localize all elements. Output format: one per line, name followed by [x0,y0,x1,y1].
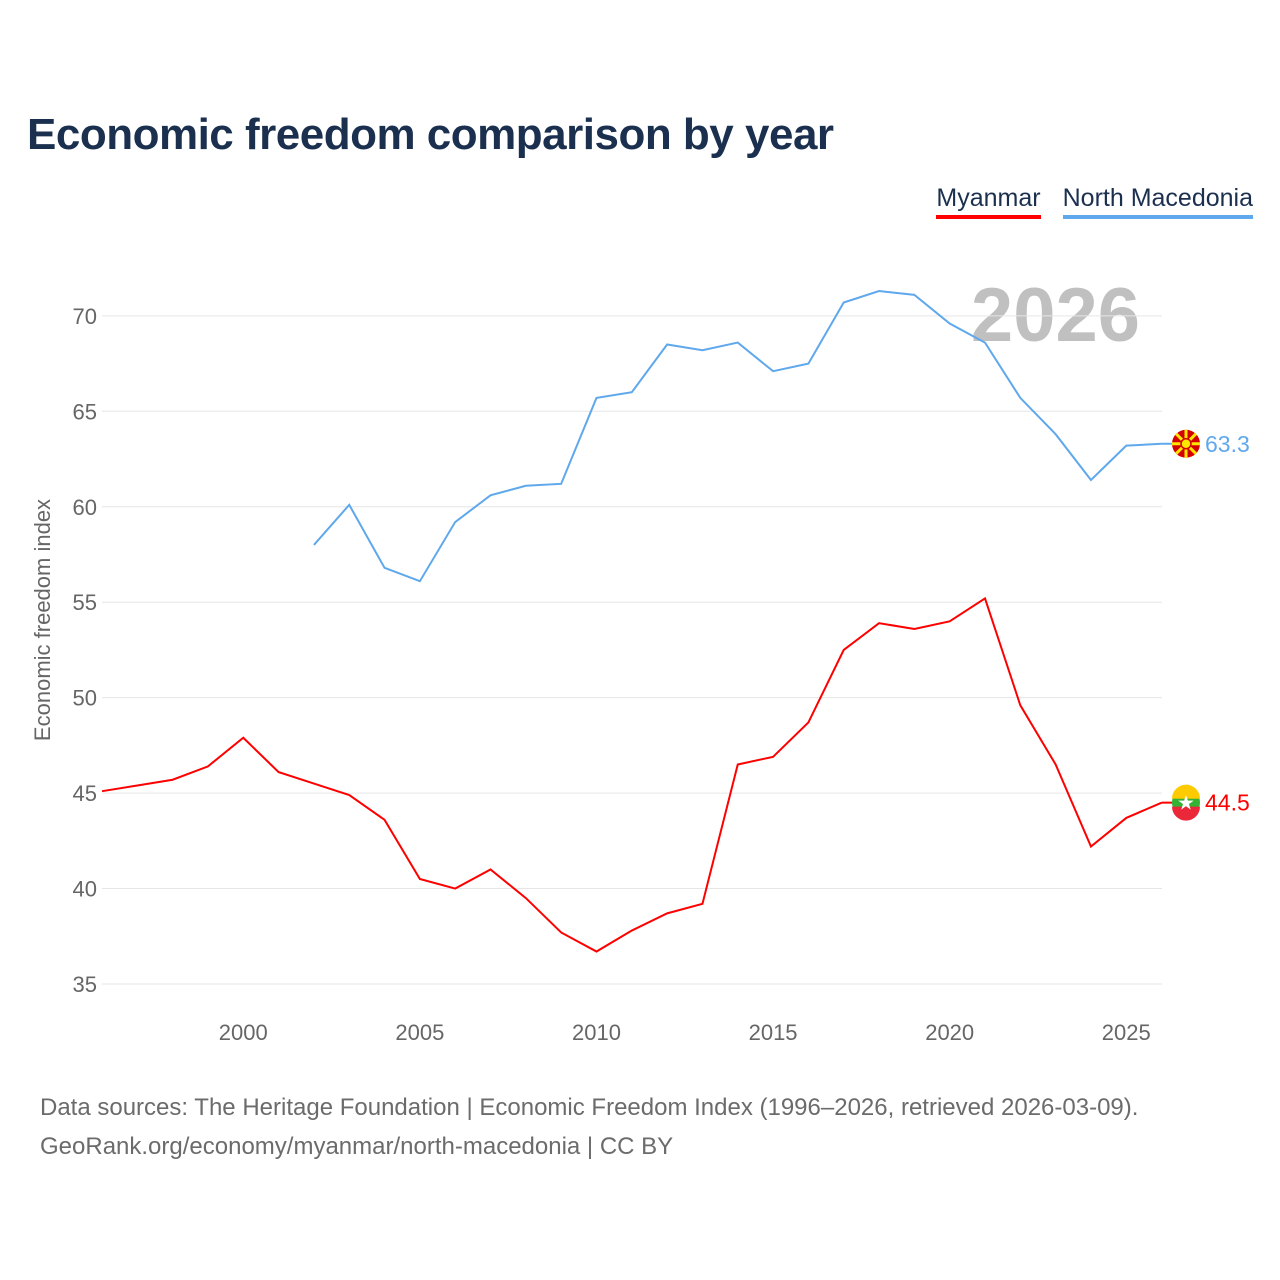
y-tick-label: 70 [73,304,97,329]
x-tick-label: 2015 [749,1020,798,1045]
legend-north-macedonia[interactable]: North Macedonia [1062,184,1253,219]
y-tick-label: 60 [73,495,97,520]
series-line-north-macedonia [313,290,1162,583]
legend-myanmar[interactable]: Myanmar [936,184,1041,219]
source-line-1: Data sources: The Heritage Foundation | … [40,1094,1139,1121]
source-line-2[interactable]: GeoRank.org/economy/myanmar/north-macedo… [40,1133,674,1160]
north-macedonia-flag-icon [1172,429,1200,458]
x-tick-label: 2000 [219,1020,268,1045]
y-tick-label: 50 [73,686,97,711]
chart-title: Economic freedom comparison by year [27,110,834,159]
myanmar-flag-icon: ★ [1172,784,1200,821]
x-tick-label: 2025 [1102,1020,1151,1045]
end-value-label: 63.3 [1205,431,1250,457]
legend: Myanmar North Macedonia [936,184,1253,219]
end-value-label: 44.5 [1205,790,1250,816]
x-tick-label: 2005 [395,1020,444,1045]
y-tick-label: 35 [73,972,97,997]
x-tick-label: 2020 [925,1020,974,1045]
y-axis-label: Economic freedom index [30,499,55,741]
x-tick-label: 2010 [572,1020,621,1045]
svg-text:★: ★ [1177,793,1195,815]
y-tick-label: 45 [73,781,97,806]
y-tick-label: 40 [73,877,97,902]
series-line-myanmar [101,596,1162,953]
y-tick-label: 65 [73,399,97,424]
source-note: Data sources: The Heritage Foundation | … [40,1088,1138,1166]
y-tick-label: 55 [73,590,97,615]
